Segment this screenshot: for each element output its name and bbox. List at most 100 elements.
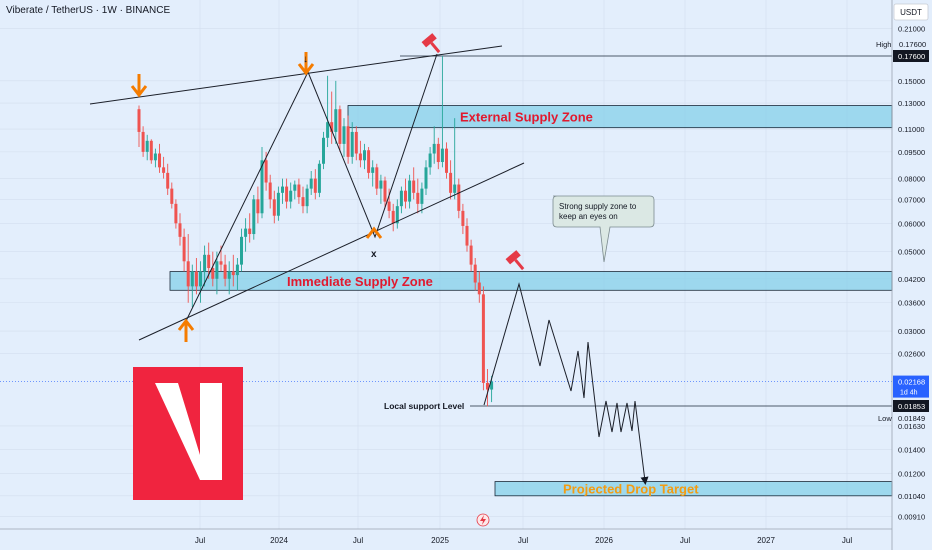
candle-body [326, 122, 330, 138]
candle-body [465, 225, 469, 246]
time-tick-label: Jul [353, 536, 363, 545]
callout-text: Strong supply zone to keep an eyes on [559, 202, 639, 221]
candle-body [162, 167, 166, 173]
candle-body [453, 184, 457, 193]
candle-body [322, 137, 325, 164]
candle-body [264, 160, 268, 183]
candle-body [207, 254, 211, 269]
high-price-tag [893, 50, 929, 62]
zones-layer: External Supply Zone Immediate Supply Zon… [169, 105, 893, 497]
candle-body [276, 192, 280, 216]
candle-body [260, 160, 264, 214]
candle-body [313, 178, 317, 193]
price-tick-label: 0.03600 [898, 299, 925, 308]
supply-zone [169, 271, 893, 291]
price-tick-label: 0.01200 [898, 470, 925, 479]
candle-body [297, 184, 301, 198]
candle-body [391, 210, 395, 224]
candle-body [383, 180, 387, 202]
candle-body [461, 210, 465, 226]
candle-body [457, 184, 461, 211]
price-tags: High 0.17600 0.17600 0.02168 1d 4h 0.01853 Low… [876, 40, 929, 423]
viberate-logo [133, 367, 243, 500]
time-tick-label: 2027 [757, 536, 775, 545]
candle-body [211, 268, 215, 279]
candle-body [486, 382, 489, 390]
price-tick-label: 0.08000 [898, 175, 925, 184]
low-label: Low [878, 414, 892, 423]
price-tick-label: 0.21000 [898, 25, 925, 34]
projected-path-line [483, 282, 649, 485]
high-label: High [876, 40, 891, 49]
candles-layer [137, 56, 494, 407]
supply-zone [347, 105, 893, 129]
time-tick-label: Jul [195, 536, 205, 545]
candle-body [309, 178, 313, 189]
candle-body [289, 190, 293, 202]
candle-body [281, 186, 284, 193]
candle-body [449, 172, 453, 193]
candle-body [317, 163, 321, 193]
orange-arrows: x ↓ [130, 52, 383, 342]
candle-body [428, 153, 432, 168]
candle-body [153, 153, 157, 161]
candle-body [424, 167, 428, 189]
zone-label: External Supply Zone [460, 110, 593, 125]
currency-label: USDT [900, 8, 922, 17]
time-tick-label: Jul [518, 536, 528, 545]
high-value-label: 0.17600 [899, 40, 926, 49]
price-tick-label: 0.01040 [898, 492, 925, 501]
arrow-down-icon [130, 74, 148, 98]
candle-body [412, 180, 416, 193]
time-axis-labels: Jul 2024 Jul 2025 Jul 2026 Jul 2027 Jul [195, 536, 852, 545]
lightning-icon[interactable] [476, 513, 490, 527]
candle-body [215, 261, 219, 279]
candle-body [285, 186, 289, 202]
low-value-label: 0.01849 [898, 414, 925, 423]
current-countdown-text: 1d 4h [900, 390, 918, 397]
candle-body [203, 254, 207, 272]
candle-body [194, 271, 198, 287]
candle-body [481, 294, 485, 383]
arrow-down-small-icon: ↓ [303, 54, 308, 65]
arrow-up-icon [177, 318, 195, 342]
trendlines [89, 45, 649, 485]
price-tick-label: 0.15000 [898, 77, 925, 86]
price-tick-label: 0.06000 [898, 219, 925, 228]
candle-body [182, 236, 186, 262]
candle-body [490, 381, 494, 390]
candle-body [174, 203, 178, 224]
candle-body [358, 153, 362, 161]
time-tick-label: 2025 [431, 536, 449, 545]
candle-body [445, 148, 448, 173]
price-tick-label: 0.07000 [898, 195, 925, 204]
candle-body [293, 184, 297, 191]
candle-body [235, 264, 239, 276]
candle-body [244, 228, 248, 237]
candle-body [436, 143, 440, 163]
candle-body [395, 206, 399, 224]
arrow-down-icon [297, 52, 315, 76]
price-tick-label: 0.11000 [898, 125, 925, 134]
current-price-text: 0.02168 [898, 378, 925, 387]
candle-body [408, 180, 412, 202]
candle-body [469, 245, 473, 265]
candle-body [420, 188, 424, 204]
currency-box[interactable] [893, 3, 929, 21]
price-tick-label: 0.00910 [898, 513, 925, 522]
price-tick-label: 0.01630 [898, 422, 925, 431]
candle-body [338, 109, 342, 144]
hammer-icon [421, 33, 441, 54]
candle-body [404, 190, 407, 202]
candle-body [330, 122, 334, 132]
candle-body [399, 190, 403, 207]
price-tick-label: 0.03000 [898, 327, 925, 336]
candle-body [367, 150, 371, 173]
upper-trendline [89, 45, 503, 105]
candle-body [375, 167, 379, 189]
candle-body [223, 264, 227, 279]
candle-body [354, 131, 358, 154]
candle-body [199, 271, 202, 287]
